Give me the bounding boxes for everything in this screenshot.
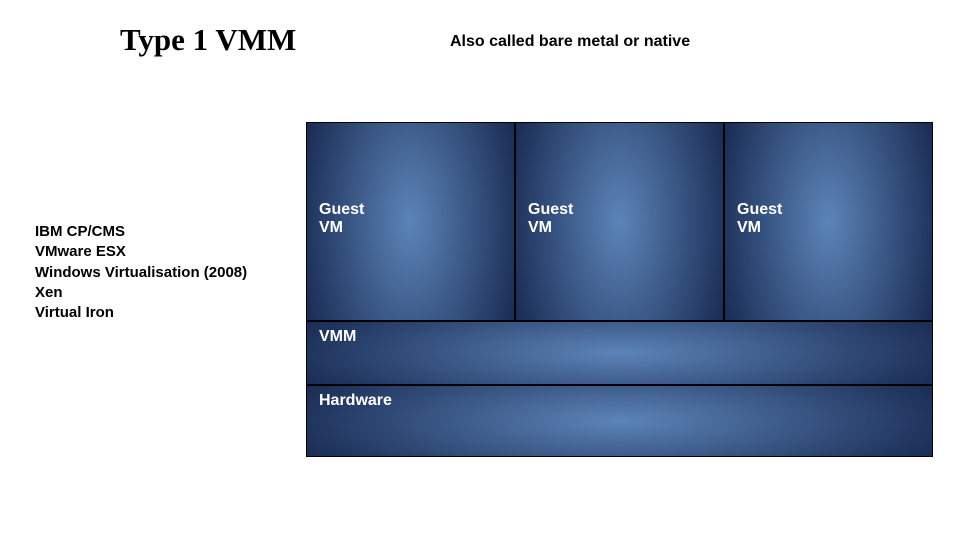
examples-list-item: IBM CP/CMS xyxy=(35,222,247,242)
guest-vm-layer-3: Guest VM xyxy=(724,122,933,321)
guest-vm-layer-2-label: Guest VM xyxy=(528,201,573,237)
examples-list-item: Xen xyxy=(35,283,247,303)
examples-list-item: Windows Virtualisation (2008) xyxy=(35,263,247,283)
vmm-layer-label: VMM xyxy=(319,328,356,346)
slide-subtitle: Also called bare metal or native xyxy=(450,33,690,51)
guest-vm-layer-3-label: Guest VM xyxy=(737,201,782,237)
hardware-layer-label: Hardware xyxy=(319,392,392,410)
slide-title: Type 1 VMM xyxy=(120,22,296,58)
guest-vm-layer-1: Guest VM xyxy=(306,122,515,321)
vmm-layer: VMM xyxy=(306,321,933,385)
guest-vm-layer-1-label: Guest VM xyxy=(319,201,364,237)
examples-list: IBM CP/CMSVMware ESXWindows Virtualisati… xyxy=(35,222,247,323)
examples-list-item: VMware ESX xyxy=(35,242,247,262)
examples-list-item: Virtual Iron xyxy=(35,303,247,323)
hardware-layer: Hardware xyxy=(306,385,933,457)
guest-vm-layer-2: Guest VM xyxy=(515,122,724,321)
